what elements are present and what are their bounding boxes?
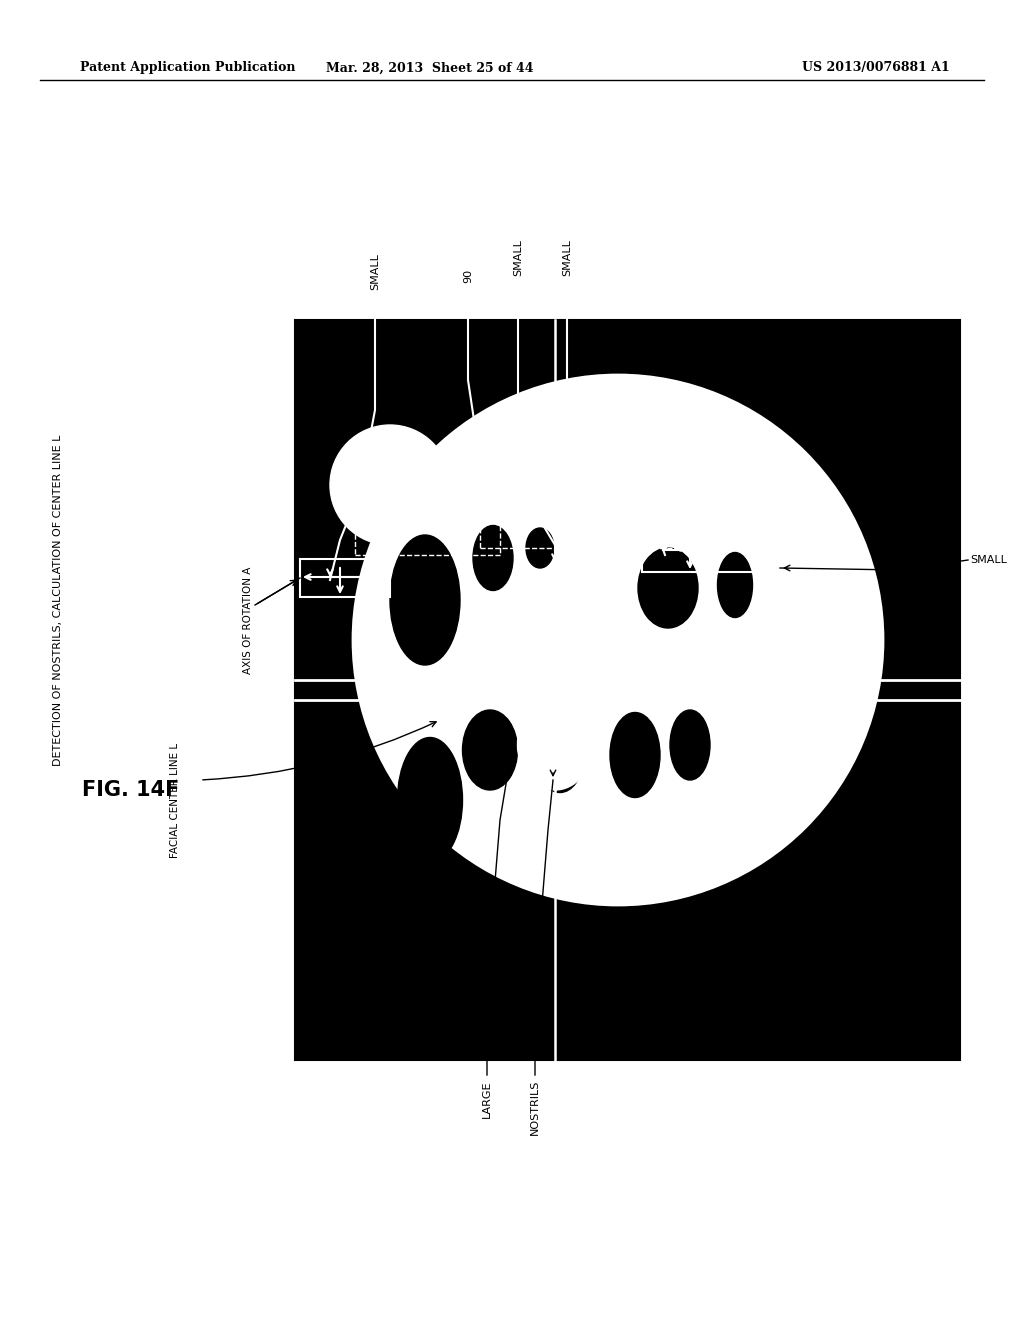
Text: SMALL: SMALL bbox=[562, 239, 572, 276]
Text: SMALL: SMALL bbox=[513, 239, 523, 276]
Ellipse shape bbox=[638, 548, 698, 628]
Bar bbox=[295, 319, 961, 1060]
Ellipse shape bbox=[463, 710, 517, 789]
Ellipse shape bbox=[670, 710, 710, 780]
Text: LARGE: LARGE bbox=[482, 1080, 492, 1118]
Bar bbox=[300, 558, 390, 597]
Ellipse shape bbox=[473, 525, 513, 590]
Text: 90: 90 bbox=[463, 269, 473, 282]
Bar bbox=[630, 473, 760, 548]
Text: AXIS OF ROTATION A: AXIS OF ROTATION A bbox=[243, 566, 253, 673]
Ellipse shape bbox=[538, 727, 583, 792]
Text: FIG. 14F: FIG. 14F bbox=[82, 780, 179, 800]
Ellipse shape bbox=[353, 375, 883, 906]
Bar bbox=[642, 527, 772, 572]
Text: DETECTION OF NOSTRILS, CALCULATION OF CENTER LINE L: DETECTION OF NOSTRILS, CALCULATION OF CE… bbox=[53, 434, 63, 766]
Text: US 2013/0076881 A1: US 2013/0076881 A1 bbox=[802, 62, 950, 74]
Ellipse shape bbox=[495, 459, 575, 540]
Bar bbox=[480, 492, 575, 548]
Text: NOSTRILS: NOSTRILS bbox=[530, 1080, 540, 1135]
Ellipse shape bbox=[718, 553, 753, 618]
Bar bbox=[355, 465, 500, 554]
Ellipse shape bbox=[390, 535, 460, 665]
Text: SMALL: SMALL bbox=[370, 253, 380, 290]
Text: Patent Application Publication: Patent Application Publication bbox=[80, 62, 296, 74]
Ellipse shape bbox=[526, 528, 554, 568]
Ellipse shape bbox=[330, 425, 450, 545]
Ellipse shape bbox=[610, 713, 660, 797]
Text: FACIAL CENTER LINE L: FACIAL CENTER LINE L bbox=[170, 742, 180, 858]
Text: Mar. 28, 2013  Sheet 25 of 44: Mar. 28, 2013 Sheet 25 of 44 bbox=[327, 62, 534, 74]
Ellipse shape bbox=[397, 738, 463, 862]
Ellipse shape bbox=[517, 700, 593, 789]
Text: SMALL: SMALL bbox=[970, 554, 1007, 565]
